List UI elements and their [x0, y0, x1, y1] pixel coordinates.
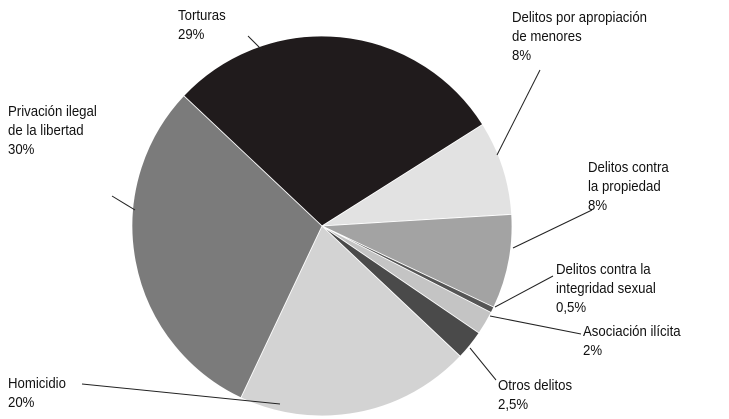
leader-line — [81, 383, 281, 405]
pie-slice — [183, 35, 484, 227]
leader-line — [489, 315, 582, 335]
slice-label: Homicidio 20% — [8, 374, 66, 412]
leader-line — [111, 195, 136, 211]
slice-label: Delitos por apropiación de menores 8% — [512, 8, 647, 65]
slice-label: Otros delitos 2,5% — [498, 376, 572, 414]
value-label: 8% — [588, 197, 608, 214]
leader-line — [496, 69, 541, 156]
pie-slice — [321, 123, 513, 227]
value-label: 30% — [8, 141, 35, 158]
value-label: 2% — [583, 342, 603, 359]
category-name: Otros delitos — [498, 377, 573, 394]
slice-label: Privación ilegal de la libertad 30% — [8, 102, 97, 159]
slice-label: Asociación ilícita 2% — [583, 322, 681, 360]
leader-line — [494, 275, 554, 308]
category-name: Privación ilegal de la libertad — [8, 103, 97, 139]
category-name: Delitos contra la propiedad — [588, 159, 669, 195]
value-label: 20% — [8, 394, 35, 411]
leader-line — [512, 209, 593, 249]
pie-slice — [321, 213, 513, 308]
value-label: 8% — [512, 47, 532, 64]
value-label: 0,5% — [556, 299, 587, 316]
value-label: 2,5% — [498, 396, 529, 413]
category-name: Homicidio — [8, 375, 66, 392]
leader-line — [469, 347, 497, 381]
pie-slice — [240, 225, 461, 417]
slice-label: Delitos contra la propiedad 8% — [588, 158, 669, 215]
slice-label: Delitos contra la integridad sexual 0,5% — [556, 260, 656, 317]
value-label: 29% — [178, 26, 205, 43]
category-name: Torturas — [178, 7, 226, 24]
category-name: Delitos por apropiación de menores — [512, 9, 648, 45]
category-name: Asociación ilícita — [583, 323, 681, 340]
slice-label: Torturas 29% — [178, 6, 226, 44]
category-name: Delitos contra la integridad sexual — [556, 261, 656, 297]
pie-slice — [131, 95, 323, 399]
leader-line — [247, 35, 263, 51]
